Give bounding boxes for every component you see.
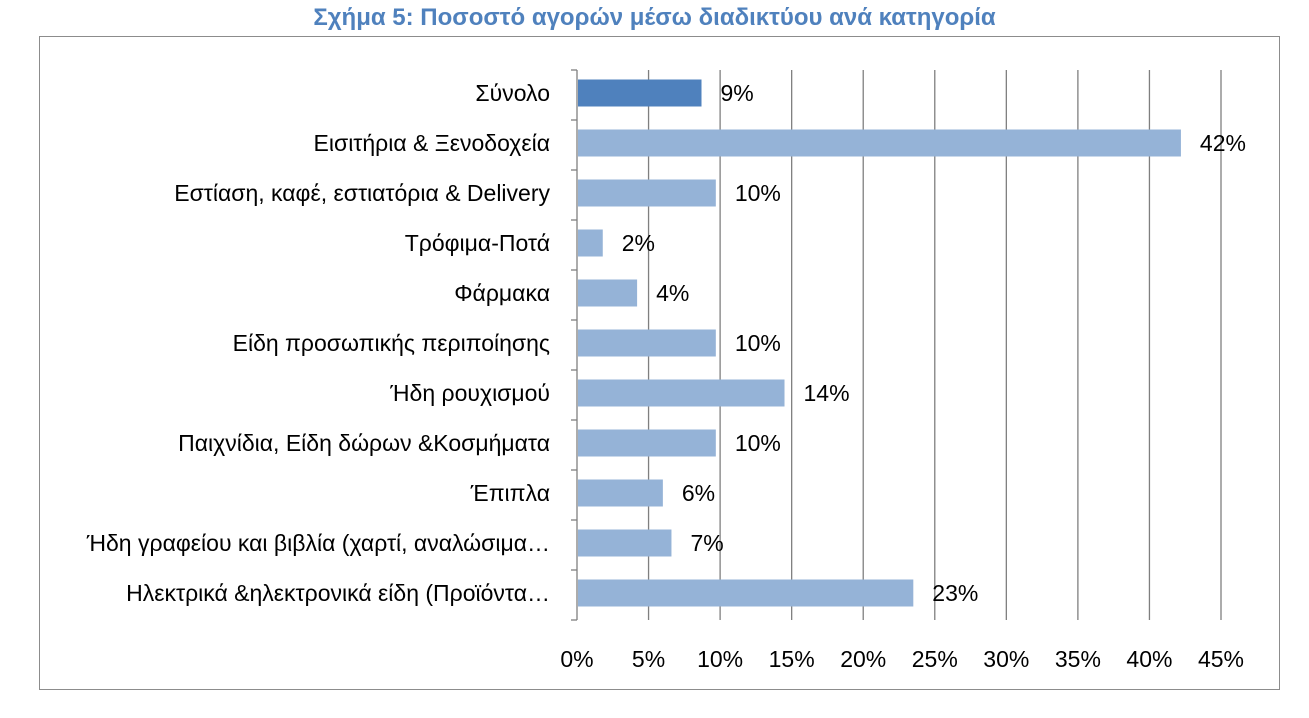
bar xyxy=(578,479,663,507)
data-label: 9% xyxy=(721,80,754,106)
category-label: Ήδη γραφείου και βιβλία (χαρτί, αναλώσιμ… xyxy=(86,530,550,556)
grid-lines xyxy=(571,69,1222,621)
category-label: Ήδη ρουχισμού xyxy=(389,380,550,406)
category-label: Εισιτήρια & Ξενοδοχεία xyxy=(314,130,550,156)
bar xyxy=(578,279,638,307)
data-label: 6% xyxy=(682,480,715,506)
category-label: Τρόφιμα-Ποτά xyxy=(405,230,550,256)
category-label: Φάρμακα xyxy=(454,280,550,306)
bar xyxy=(578,529,672,557)
bar xyxy=(578,579,914,607)
bar xyxy=(578,79,702,107)
data-label: 42% xyxy=(1200,130,1246,156)
bar xyxy=(578,129,1181,157)
x-tick-labels: 0% 5% 10% 15% 20% 25% 30% 35% 40% 45% xyxy=(560,646,1244,672)
x-tick-label: 20% xyxy=(840,646,886,672)
category-label: Έπιπλα xyxy=(470,480,550,506)
category-label: Παιχνίδια, Είδη δώρων &Κοσμήματα xyxy=(178,430,550,456)
data-label: 23% xyxy=(932,580,978,606)
x-tick-label: 0% xyxy=(560,646,593,672)
bar xyxy=(578,329,716,357)
x-tick-label: 30% xyxy=(983,646,1029,672)
category-label: Σύνολο xyxy=(475,80,550,106)
x-tick-label: 45% xyxy=(1198,646,1244,672)
data-label: 10% xyxy=(735,430,781,456)
chart-frame xyxy=(39,36,1280,690)
x-tick-label: 5% xyxy=(632,646,665,672)
data-label: 14% xyxy=(804,380,850,406)
category-label: Ηλεκτρικά &ηλεκτρονικά είδη (Προϊόντα… xyxy=(126,580,550,606)
bar xyxy=(578,379,785,407)
x-tick-label: 40% xyxy=(1126,646,1172,672)
category-labels: Σύνολο Εισιτήρια & Ξενοδοχεία Εστίαση, καφ… xyxy=(86,80,551,606)
bars xyxy=(578,79,1181,607)
data-label: 4% xyxy=(656,280,689,306)
data-label: 7% xyxy=(690,530,723,556)
bar xyxy=(578,429,716,457)
x-tick-label: 15% xyxy=(769,646,815,672)
x-tick-label: 35% xyxy=(1055,646,1101,672)
x-tick-label: 10% xyxy=(697,646,743,672)
bar xyxy=(578,179,716,207)
chart-title: Σχήμα 5: Ποσοστό αγορών μέσω διαδικτύου … xyxy=(313,4,996,31)
bar xyxy=(578,229,603,257)
data-label: 2% xyxy=(622,230,655,256)
category-label: Εστίαση, καφέ, εστιατόρια & Delivery xyxy=(174,180,550,206)
data-labels: 9% 42% 10% 2%4% 10% 14% 10% 6% 7% 23% xyxy=(622,80,1246,606)
category-label: Είδη προσωπικής περιποίησης xyxy=(233,330,550,356)
x-tick-label: 25% xyxy=(912,646,958,672)
data-label: 10% xyxy=(735,330,781,356)
data-label: 10% xyxy=(735,180,781,206)
